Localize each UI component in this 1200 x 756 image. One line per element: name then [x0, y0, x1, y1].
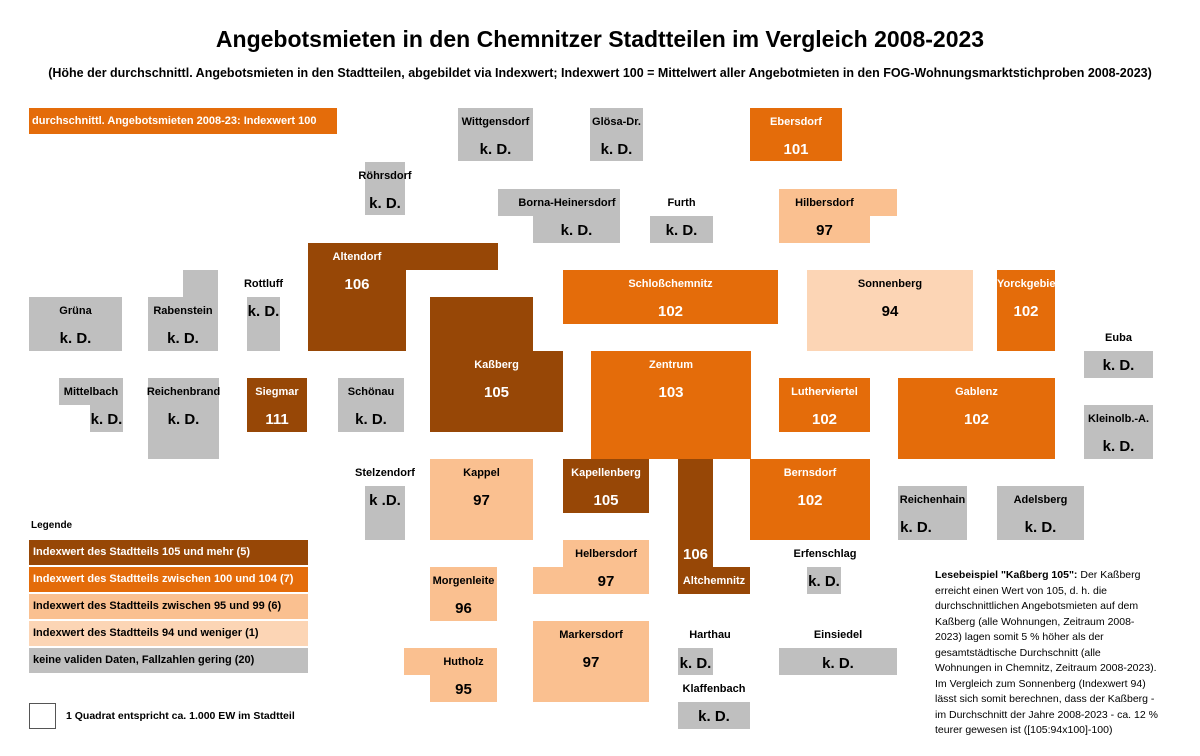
district-name-furth: Furth	[667, 197, 696, 209]
district-name-altendorf: Altendorf	[332, 251, 382, 263]
district-name-markersdorf: Markersdorf	[559, 629, 623, 641]
district-name-kassberg: Kaßberg	[474, 359, 519, 371]
legend-square-icon	[29, 703, 56, 729]
district-name-rabenstein: Rabenstein	[153, 305, 213, 317]
district-name-schlosschemnitz: Schloßchemnitz	[628, 278, 713, 290]
district-value-markersdorf: 97	[582, 654, 600, 671]
district-name-bernsdorf: Bernsdorf	[783, 467, 837, 479]
district-value-gruna: k. D.	[59, 330, 92, 347]
district-value-lutherviertel: 102	[811, 411, 838, 428]
district-name-rohrsdorf: Röhrsdorf	[358, 170, 412, 182]
district-name-kleinolbersdorf: Kleinolb.-A.	[1087, 413, 1150, 425]
district-value-sonnenberg: 94	[881, 303, 899, 320]
legend-item-no-data: keine validen Daten, Fallzahlen gering (…	[29, 648, 308, 673]
district-value-erfenschlag: k. D.	[808, 573, 840, 590]
district-value-furth: k. D.	[665, 222, 698, 239]
district-value-kassberg: 105	[483, 384, 510, 401]
reading-example: Lesebeispiel "Kaßberg 105": Der Kaßberg …	[935, 568, 1160, 739]
district-value-kapellenberg: 105	[593, 492, 619, 509]
district-value-reichenbrand: k. D.	[167, 411, 200, 428]
district-name-yorckgebiet: Yorckgebiet	[997, 278, 1060, 290]
chart-subtitle: (Höhe der durchschnittl. Angebotsmieten …	[48, 66, 1152, 80]
district-value-borna: k. D.	[560, 222, 593, 239]
district-value-morgenleite: 96	[455, 600, 472, 617]
reference-index-text: durchschnittl. Angebotsmieten 2008-23: I…	[32, 115, 317, 127]
district-value-euba: k. D.	[1102, 357, 1135, 374]
chart-title: Angebotsmieten in den Chemnitzer Stadtte…	[215, 26, 985, 52]
district-value-siegmar: 111	[265, 411, 289, 428]
district-value-schonau: k. D.	[355, 411, 387, 428]
district-value-ebersdorf: 101	[783, 141, 809, 158]
district-value-glosa: k. D.	[600, 141, 633, 158]
district-name-adelsberg: Adelsberg	[1013, 494, 1068, 506]
district-value-zentrum: 103	[658, 384, 684, 401]
district-name-altchemnitz: Altchemnitz	[682, 575, 746, 587]
district-name-lutherviertel: Lutherviertel	[791, 386, 858, 398]
district-value-schlosschemnitz: 102	[657, 303, 684, 320]
district-name-erfenschlag: Erfenschlag	[793, 548, 857, 560]
district-name-wittgensdorf: Wittgensdorf	[461, 116, 530, 128]
district-name-helbersdorf: Helbersdorf	[575, 548, 637, 560]
district-name-siegmar: Siegmar	[255, 386, 299, 398]
district-name-stelzendorf: Stelzendorf	[355, 467, 415, 479]
district-value-adelsberg: k. D.	[1024, 519, 1057, 536]
district-value-helbersdorf: 97	[597, 573, 615, 590]
district-name-rottluff: Rottluff	[243, 278, 284, 290]
district-name-glosa: Glösa-Dr.	[592, 116, 641, 128]
district-value-einsiedel: k. D.	[822, 655, 854, 672]
district-name-kapellenberg: Kapellenberg	[571, 467, 641, 479]
district-name-reichenhain: Reichenhain	[899, 494, 966, 506]
legend-title: Legende	[31, 520, 73, 531]
district-value-rottluff: k. D.	[247, 303, 280, 320]
district-name-morgenleite: Morgenleite	[432, 575, 495, 587]
district-value-kappel: 97	[473, 492, 490, 509]
district-value-altendorf: 106	[344, 276, 370, 293]
district-name-einsiedel: Einsiedel	[813, 629, 863, 641]
district-value-gablenz: 102	[963, 411, 990, 428]
district-name-euba: Euba	[1105, 332, 1132, 344]
district-name-borna: Borna-Heinersdorf	[518, 197, 616, 209]
district-name-gablenz: Gablenz	[955, 386, 998, 398]
district-value-kleinolbersdorf: k. D.	[1102, 438, 1135, 455]
reading-example-heading: Lesebeispiel "Kaßberg 105":	[935, 569, 1078, 581]
district-value-mittelbach: k. D.	[90, 411, 123, 428]
district-value-hutholz: 95	[455, 681, 472, 698]
legend-item-105-plus: Indexwert des Stadtteils 105 und mehr (5…	[29, 540, 308, 565]
district-value-stelzendorf: k .D.	[369, 492, 401, 509]
district-value-klaffenbach: k. D.	[698, 708, 730, 725]
district-value-rohrsdorf: k. D.	[369, 195, 401, 212]
district-name-hutholz: Hutholz	[443, 656, 484, 668]
district-name-gruna: Grüna	[59, 305, 92, 317]
district-name-reichenbrand: Reichenbrand	[146, 386, 221, 398]
legend-item-95-99: Indexwert des Stadtteils zwischen 95 und…	[29, 594, 308, 619]
district-name-mittelbach: Mittelbach	[63, 386, 119, 398]
legend-item-94-below: Indexwert des Stadtteils 94 und weniger …	[29, 621, 308, 646]
reference-index-label: durchschnittl. Angebotsmieten 2008-23: I…	[29, 108, 337, 134]
district-shape-altchemnitz	[678, 459, 750, 594]
legend-item-100-104: Indexwert des Stadtteils zwischen 100 un…	[29, 567, 308, 592]
district-name-ebersdorf: Ebersdorf	[770, 116, 822, 128]
reading-example-text: Der Kaßberg erreicht einen Wert von 105,…	[935, 569, 1158, 736]
district-name-hilbersdorf: Hilbersdorf	[795, 197, 854, 209]
district-value-yorckgebiet: 102	[1013, 303, 1039, 320]
legend-square-note: 1 Quadrat entspricht ca. 1.000 EW im Sta…	[66, 710, 295, 722]
district-name-harthau: Harthau	[689, 629, 731, 641]
district-name-sonnenberg: Sonnenberg	[857, 278, 923, 290]
district-value-bernsdorf: 102	[797, 492, 823, 509]
district-value-harthau: k. D.	[679, 655, 712, 672]
district-name-schonau: Schönau	[347, 386, 395, 398]
district-value-hilbersdorf: 97	[816, 222, 833, 239]
district-value-altchemnitz: 106	[682, 546, 709, 563]
district-name-zentrum: Zentrum	[649, 359, 693, 371]
district-value-wittgensdorf: k. D.	[479, 141, 512, 158]
district-value-reichenhain: k. D.	[900, 519, 932, 536]
district-name-kappel: Kappel	[463, 467, 500, 479]
district-name-klaffenbach: Klaffenbach	[682, 683, 746, 695]
district-value-rabenstein: k. D.	[167, 330, 199, 347]
